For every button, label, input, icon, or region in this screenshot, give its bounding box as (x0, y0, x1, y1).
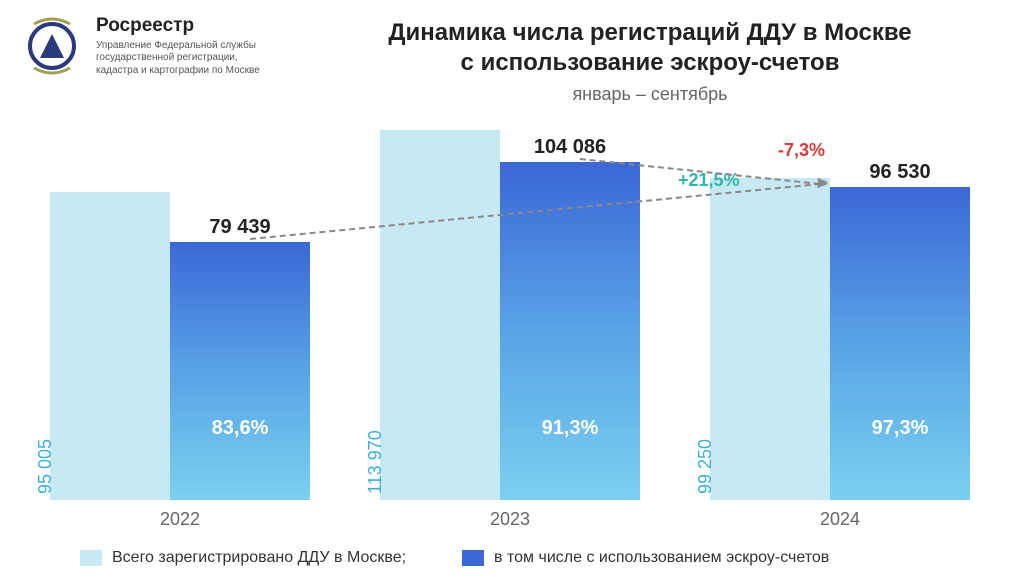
header-block: Росреестр Управление Федеральной службы … (20, 14, 281, 78)
bar-total: 113 970 (380, 130, 500, 500)
change-annotation: +21,5% (678, 170, 740, 191)
bar-escrow-value: 79 439 (170, 216, 310, 239)
bar-group-2022: 95 00579 43983,6%2022 (50, 192, 310, 500)
bar-escrow: 104 08691,3% (500, 162, 640, 500)
org-name: Росреестр (96, 14, 281, 38)
year-label: 2024 (710, 509, 970, 530)
bar-total-value: 95 005 (35, 439, 56, 494)
chart-title: Динамика числа регистраций ДДУ в Москве … (300, 18, 1000, 78)
title-block: Динамика числа регистраций ДДУ в Москве … (300, 18, 1000, 105)
change-annotation: -7,3% (778, 140, 825, 161)
title-line1: Динамика числа регистраций ДДУ в Москве (388, 19, 911, 46)
legend-escrow-swatch (462, 550, 484, 566)
bar-escrow-pct: 97,3% (830, 417, 970, 440)
year-label: 2023 (380, 509, 640, 530)
legend-escrow-label: в том числе с использованием эскроу-счет… (494, 549, 829, 567)
bar-total: 99 250 (710, 178, 830, 500)
bar-escrow: 96 53097,3% (830, 187, 970, 500)
bar-escrow-value: 104 086 (500, 136, 640, 159)
bar-total: 95 005 (50, 192, 170, 500)
legend-total: Всего зарегистрировано ДДУ в Москве; (80, 549, 406, 567)
bar-escrow-pct: 83,6% (170, 417, 310, 440)
bar-chart: 95 00579 43983,6%2022113 970104 08691,3%… (40, 130, 984, 500)
year-label: 2022 (50, 509, 310, 530)
bar-group-2023: 113 970104 08691,3%2023 (380, 130, 640, 500)
title-line2: с использование эскроу-счетов (461, 49, 840, 76)
bar-group-2024: 99 25096 53097,3%2024 (710, 178, 970, 500)
legend-total-swatch (80, 550, 102, 566)
legend-escrow: в том числе с использованием эскроу-счет… (462, 549, 829, 567)
bar-escrow-pct: 91,3% (500, 417, 640, 440)
bar-escrow-value: 96 530 (830, 161, 970, 184)
legend: Всего зарегистрировано ДДУ в Москве; в т… (80, 549, 980, 567)
arrowhead-icon (817, 178, 828, 189)
rosreestr-emblem-icon (20, 14, 84, 78)
legend-total-label: Всего зарегистрировано ДДУ в Москве; (112, 549, 406, 567)
bar-total-value: 113 970 (365, 430, 386, 494)
bar-total-value: 99 250 (695, 439, 716, 494)
bar-escrow: 79 43983,6% (170, 242, 310, 500)
org-subtitle: Управление Федеральной службы государств… (96, 40, 281, 78)
chart-subtitle: январь – сентябрь (300, 84, 1000, 105)
org-text: Росреестр Управление Федеральной службы … (96, 14, 281, 77)
